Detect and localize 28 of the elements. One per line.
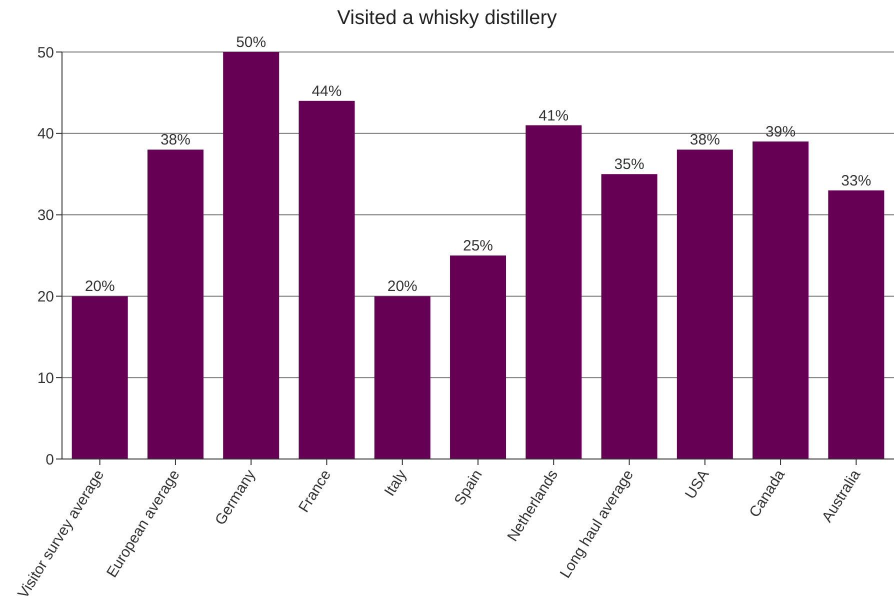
bar <box>72 296 128 459</box>
bar <box>526 125 582 459</box>
bar <box>374 296 430 459</box>
bar <box>450 256 506 459</box>
data-label: 44% <box>312 82 342 100</box>
bar <box>298 100 355 459</box>
bar <box>223 52 280 459</box>
bar <box>752 142 809 459</box>
bar <box>147 150 204 459</box>
bar <box>601 174 658 459</box>
y-tick-label: 0 <box>46 451 54 468</box>
y-tick-label: 50 <box>37 44 54 62</box>
data-label: 38% <box>160 132 190 149</box>
data-label: 50% <box>236 34 266 51</box>
bar <box>828 190 884 459</box>
chart-title: Visited a whisky distillery <box>336 6 558 30</box>
data-label: 38% <box>690 132 720 149</box>
data-label: 20% <box>387 278 418 296</box>
data-label: 20% <box>84 278 115 296</box>
bar <box>676 150 733 459</box>
data-label: 33% <box>841 172 872 190</box>
y-tick-label: 30 <box>37 207 54 224</box>
data-label: 35% <box>614 156 644 174</box>
y-tick-label: 20 <box>37 288 54 306</box>
data-label: 25% <box>463 238 494 254</box>
data-label: 41% <box>538 107 569 124</box>
y-tick-label: 10 <box>37 370 54 387</box>
y-tick-label: 40 <box>37 126 54 143</box>
